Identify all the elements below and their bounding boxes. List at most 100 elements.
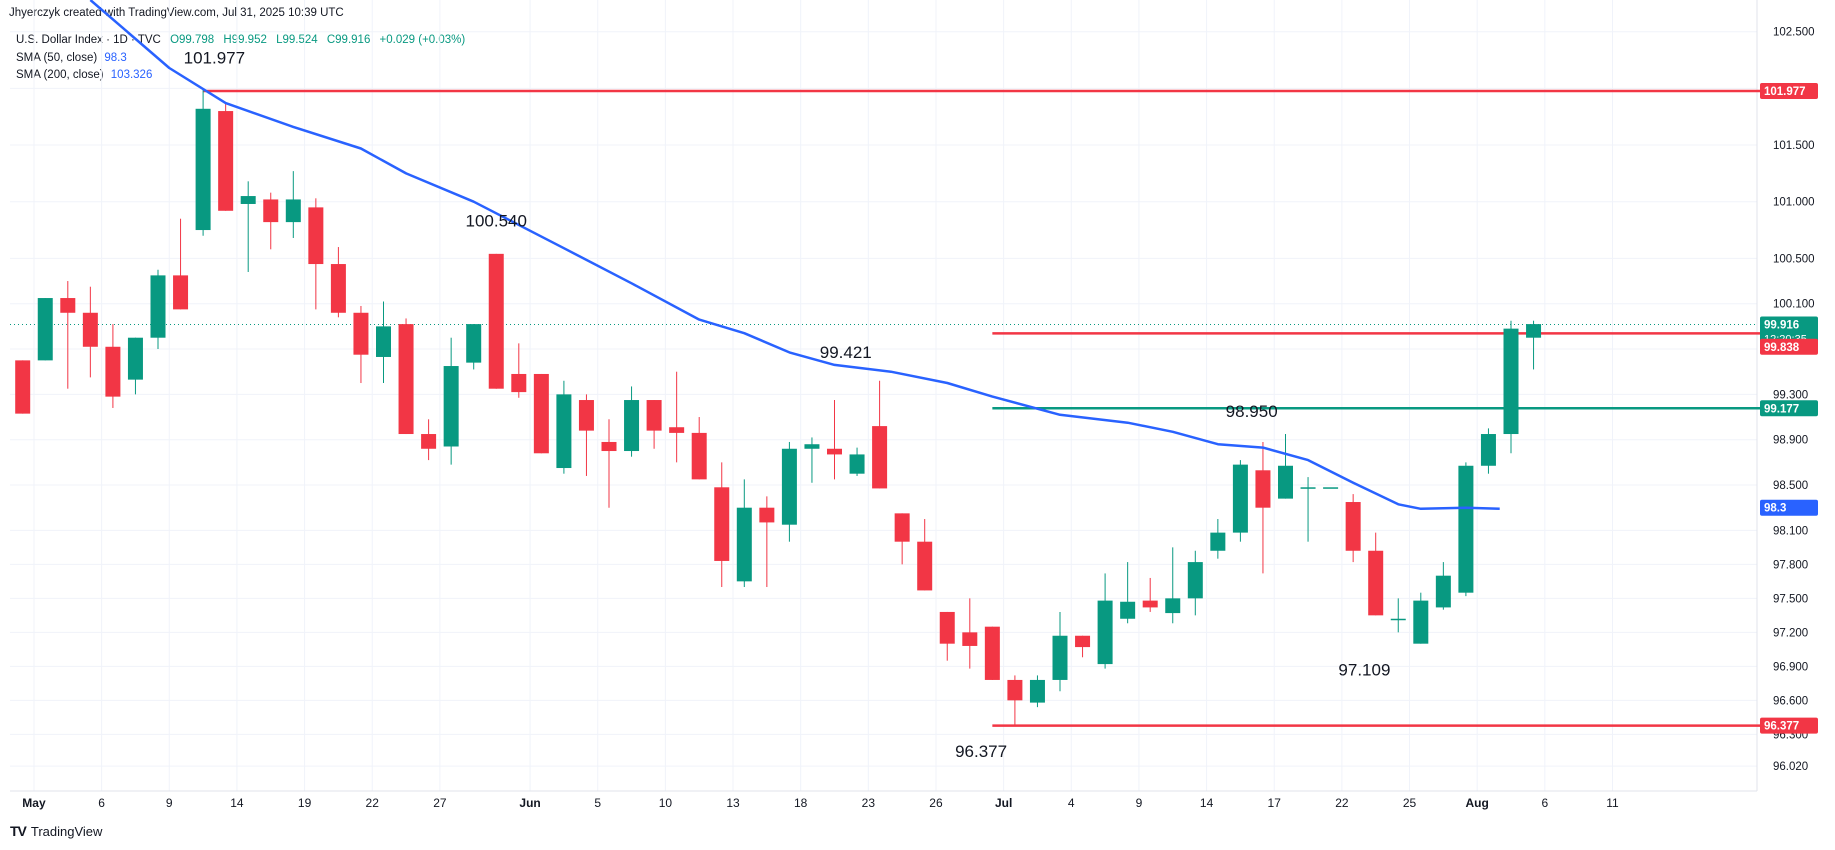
ohlc-high: H99.952 (223, 34, 267, 46)
candle (1323, 487, 1339, 489)
candle-body (353, 312, 369, 355)
price-annotation: 101.977 (184, 48, 245, 67)
x-tick-label: 23 (862, 796, 876, 810)
candle (669, 371, 685, 463)
candle (1232, 460, 1248, 542)
candle-body (601, 441, 617, 452)
candle (962, 598, 978, 669)
candle (691, 417, 707, 480)
x-tick-label: Jun (519, 796, 540, 810)
candle (1503, 320, 1519, 454)
x-tick-label: May (22, 796, 46, 810)
y-tick-label: 101.500 (1773, 140, 1815, 152)
candle (1029, 675, 1045, 708)
y-tick-label: 97.500 (1773, 593, 1808, 605)
candle (105, 324, 121, 408)
axis-badge-101.977: 101.977 (1760, 82, 1818, 99)
candle (15, 360, 31, 414)
x-tick-label: 14 (1200, 796, 1214, 810)
candle-body (1323, 487, 1339, 489)
symbol-legend[interactable]: U.S. Dollar Index · 1D · TVC O99.798 H99… (16, 34, 465, 46)
candle-body (15, 360, 31, 414)
y-tick-label: 100.100 (1773, 299, 1815, 311)
tradingview-brand: TradingView (30, 823, 103, 839)
candle-body (1097, 600, 1113, 665)
candle (1368, 532, 1384, 616)
candle (1526, 320, 1542, 370)
axis-badge-label: 99.177 (1764, 403, 1799, 415)
x-tick-label: 9 (1136, 796, 1143, 810)
candle (1300, 477, 1316, 542)
candle-body (1345, 502, 1361, 551)
candle-body (1210, 532, 1226, 551)
candle-body (488, 253, 504, 389)
axis-badge-bg (1760, 400, 1818, 417)
axis-badge-label: 99.916 (1764, 320, 1799, 332)
candle-body (421, 434, 437, 449)
candle-body (443, 366, 459, 447)
candle (1097, 573, 1113, 669)
candle (263, 192, 279, 250)
x-tick-label: 10 (659, 796, 673, 810)
candle-body (714, 487, 730, 561)
x-tick-label: 14 (230, 796, 244, 810)
candle-body (533, 373, 549, 454)
candle (827, 400, 842, 480)
axis-badge-99.838: 99.838 (1760, 338, 1818, 355)
sma50-legend[interactable]: SMA (50, close) 98.3 (16, 52, 127, 64)
sma200-legend[interactable]: SMA (200, close) 103.326 (16, 69, 152, 81)
candle-body (1390, 618, 1406, 621)
y-tick-label: 97.200 (1773, 627, 1808, 639)
candle-body (1232, 464, 1248, 533)
candle (714, 462, 730, 588)
axis-badge-bg (1760, 717, 1818, 734)
candle (1142, 577, 1158, 612)
ohlc-close: C99.916 (326, 34, 371, 46)
candle-body (917, 541, 933, 591)
x-tick-label: 13 (726, 796, 740, 810)
y-tick-label: 97.800 (1773, 559, 1808, 571)
price-annotation: 100.540 (466, 212, 527, 231)
candle (511, 343, 527, 398)
ohlc-change: +0.029 (+0.03%) (379, 34, 466, 46)
tradingview-logo-icon: TV (10, 823, 27, 839)
candle (1120, 562, 1136, 624)
candle (1458, 462, 1474, 597)
candle (759, 496, 775, 588)
candle-body (962, 632, 978, 646)
candle (285, 171, 301, 238)
candle (37, 298, 53, 361)
candle (1075, 635, 1091, 658)
candle (1210, 519, 1226, 559)
candle (533, 373, 549, 454)
candle (1390, 598, 1406, 633)
y-tick-label: 96.600 (1773, 695, 1808, 707)
tradingview-footer[interactable]: TV TradingView (10, 823, 102, 839)
price-annotation: 96.377 (955, 742, 1007, 761)
sma50-label: SMA (50, close) (16, 52, 98, 64)
candle (218, 103, 234, 211)
candle-body (218, 111, 234, 211)
candle-body (759, 507, 775, 523)
candle (82, 286, 98, 378)
x-tick-label: Aug (1466, 796, 1489, 810)
candle (1007, 675, 1023, 726)
x-tick-label: 25 (1403, 796, 1417, 810)
candle (1413, 592, 1429, 644)
candle-body (285, 199, 301, 223)
y-tick-label: 101.000 (1773, 197, 1815, 209)
candle-body (1007, 679, 1023, 701)
ohlc-low: L99.524 (276, 34, 318, 46)
axis-badge-label: 101.977 (1764, 86, 1806, 98)
candle (804, 437, 820, 483)
ohlc-open: O99.798 (170, 34, 215, 46)
candle (1480, 428, 1496, 474)
candle-body (105, 346, 121, 397)
y-tick-label: 96.900 (1773, 661, 1808, 673)
candle-body (872, 426, 888, 489)
candle-body (37, 298, 53, 361)
x-tick-label: 26 (929, 796, 943, 810)
candle-body (1503, 328, 1519, 435)
y-tick-label: 98.900 (1773, 435, 1808, 447)
